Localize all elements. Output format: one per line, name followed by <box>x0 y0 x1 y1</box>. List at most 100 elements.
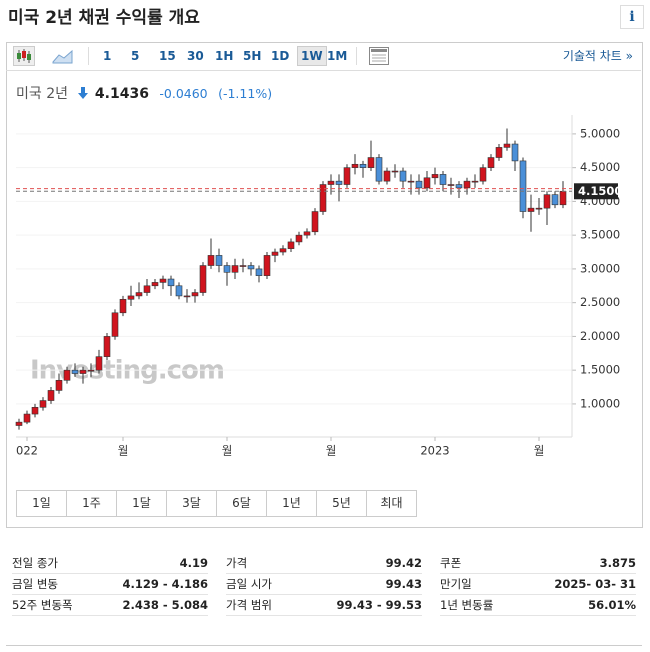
candle-body <box>207 255 215 266</box>
candle-body <box>383 170 391 182</box>
stat-label: 1년 변동률 <box>440 598 494 612</box>
candle-body <box>263 255 271 276</box>
stat-label: 가격 범위 <box>226 598 272 612</box>
candle-body <box>271 251 279 256</box>
candle-body <box>415 180 423 189</box>
candle-body <box>231 265 239 273</box>
area-icon[interactable] <box>52 48 74 64</box>
candle-body <box>55 379 63 391</box>
stats-row: 만기일 2025- 03- 31 <box>440 574 636 595</box>
range-button[interactable]: 1년 <box>266 490 317 517</box>
range-button[interactable]: 3달 <box>166 490 217 517</box>
range-button[interactable]: 5년 <box>316 490 367 517</box>
y-tick-label: 2.5000 <box>580 295 620 309</box>
stats-column: 가격 99.42 금일 시가 99.43 가격 범위 99.43 - 99.53 <box>226 553 422 616</box>
candle-body <box>31 406 39 415</box>
candle-body <box>463 180 471 189</box>
candle-body <box>151 282 159 287</box>
interval-button[interactable]: 30 <box>187 49 204 63</box>
interval-button[interactable]: 1H <box>215 49 234 63</box>
candle-body <box>375 157 383 182</box>
interval-button[interactable]: 1W <box>297 46 327 66</box>
range-button[interactable]: 최대 <box>366 490 417 517</box>
candle-body <box>119 298 127 314</box>
candle-body <box>407 180 415 183</box>
stat-value: 3.875 <box>599 556 636 570</box>
stats-row: 가격 99.42 <box>226 553 422 574</box>
last-price-label: 4.1500 <box>578 184 622 198</box>
candle-body <box>175 285 183 297</box>
range-button[interactable]: 6달 <box>216 490 267 517</box>
candle-body <box>327 180 335 185</box>
stats-row: 쿠폰 3.875 <box>440 553 636 574</box>
stats-row: 1년 변동률 56.01% <box>440 595 636 616</box>
interval-button[interactable]: 15 <box>159 49 176 63</box>
table-icon[interactable] <box>369 47 389 65</box>
candle-body <box>471 180 479 183</box>
candle-body <box>79 369 87 374</box>
stat-value: 2.438 - 5.084 <box>122 598 208 612</box>
candle-body <box>191 292 199 297</box>
stat-value: 4.19 <box>179 556 208 570</box>
info-button[interactable]: i <box>620 5 644 29</box>
stats-column: 쿠폰 3.875 만기일 2025- 03- 31 1년 변동률 56.01% <box>440 553 636 616</box>
range-button[interactable]: 1일 <box>16 490 67 517</box>
candle-body <box>167 278 175 287</box>
candle-body <box>39 400 47 408</box>
stat-value: 56.01% <box>588 598 636 612</box>
candle-body <box>111 312 119 337</box>
y-tick-label: 3.5000 <box>580 228 620 242</box>
candle-body <box>183 295 191 298</box>
interval-button[interactable]: 1D <box>271 49 290 63</box>
x-tick-label: 월 <box>222 444 233 458</box>
candle-body <box>143 285 151 293</box>
stat-value: 99.43 <box>385 577 422 591</box>
range-button[interactable]: 1달 <box>116 490 167 517</box>
stat-label: 52주 변동폭 <box>12 598 73 612</box>
candle-body <box>23 413 31 423</box>
chart-panel <box>6 42 643 528</box>
interval-button[interactable]: 1M <box>327 49 348 63</box>
stat-value: 4.129 - 4.186 <box>122 577 208 591</box>
stat-value: 99.42 <box>385 556 422 570</box>
candle-body <box>343 167 351 185</box>
quote-change-pct: (-1.11%) <box>218 86 273 101</box>
range-button[interactable]: 1주 <box>66 490 117 517</box>
candle-body <box>287 241 295 249</box>
candle-body <box>223 265 231 273</box>
stat-value: 2025- 03- 31 <box>554 577 636 591</box>
technical-chart-link[interactable]: 기술적 차트 » <box>562 49 633 63</box>
candle-body <box>135 292 143 297</box>
candle-body <box>239 265 247 267</box>
candle-body <box>255 268 263 276</box>
candle-body <box>15 421 23 426</box>
candle-body <box>159 278 167 283</box>
bottom-rule <box>6 645 642 646</box>
candle-body <box>87 369 95 372</box>
candle-icon[interactable] <box>13 46 35 66</box>
candle-body <box>519 160 527 212</box>
stat-label: 전일 종가 <box>12 556 58 570</box>
candle-body <box>503 143 511 148</box>
x-tick-label: 022 <box>16 444 38 458</box>
candle-body <box>559 190 567 206</box>
stats-row: 금일 시가 99.43 <box>226 574 422 595</box>
separator <box>88 47 89 65</box>
y-tick-label: 3.0000 <box>580 261 620 275</box>
interval-button[interactable]: 5H <box>243 49 262 63</box>
stat-label: 금일 변동 <box>12 577 58 591</box>
candle-body <box>511 143 519 162</box>
candle-body <box>455 184 463 189</box>
candle-body <box>95 356 103 371</box>
stat-label: 가격 <box>226 556 248 570</box>
candle-body <box>391 170 399 173</box>
interval-button[interactable]: 1 <box>103 49 112 63</box>
last-price-box <box>574 183 618 200</box>
candle-body <box>535 207 543 210</box>
stat-label: 금일 시가 <box>226 577 272 591</box>
interval-button[interactable]: 5 <box>131 49 140 63</box>
y-tick-label: 1.5000 <box>580 363 620 377</box>
candle-body <box>103 336 111 357</box>
y-tick-label: 4.5000 <box>580 160 620 174</box>
